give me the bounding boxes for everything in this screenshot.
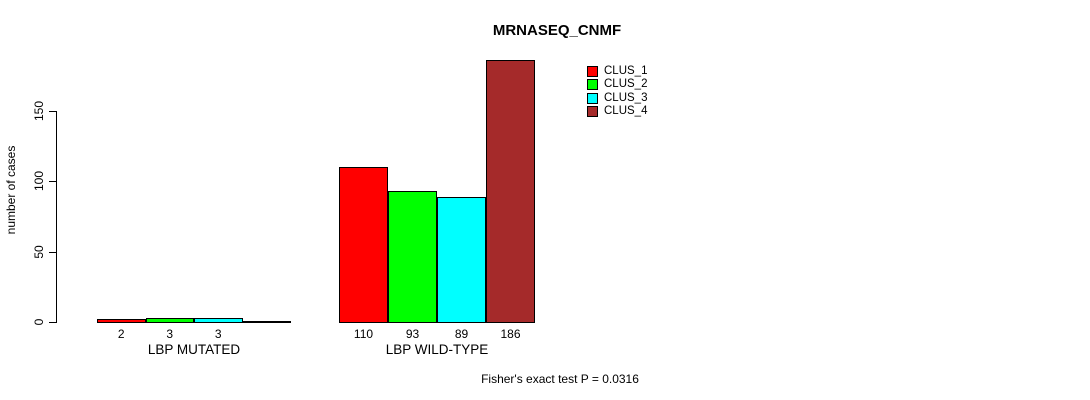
bar-value-label-clus-1-lbp-mutated: 2 [117, 327, 125, 341]
y-axis-label: number of cases [4, 145, 18, 235]
y-tick-mark [49, 110, 56, 112]
bar-value-label-clus-1-lbp-wild-type: 110 [353, 327, 374, 341]
y-tick-label: 50 [32, 244, 46, 259]
bar-clus-2-lbp-mutated [145, 318, 194, 323]
bar-clus-3-lbp-mutated [194, 318, 243, 323]
legend-label-clus-1: CLUS_1 [604, 65, 648, 77]
bar-value-label-clus-3-lbp-wild-type: 89 [454, 327, 469, 341]
legend-label-clus-3: CLUS_3 [604, 91, 648, 104]
x-axis-group-label-lbp-wild-type: LBP WILD-TYPE [385, 342, 489, 357]
legend-label-clus-2: CLUS_2 [604, 78, 648, 91]
legend-swatch-clus-3 [587, 92, 598, 104]
y-tick-label: 150 [32, 100, 46, 121]
fisher-test-annotation: Fisher's exact test P = 0.0316 [481, 372, 639, 386]
y-tick-mark [49, 181, 56, 182]
bar-value-label-clus-2-lbp-wild-type: 93 [405, 327, 420, 341]
y-axis-line [56, 110, 57, 323]
bar-clus-1-lbp-wild-type [339, 167, 388, 323]
y-tick-label: 100 [32, 170, 46, 192]
legend-swatch-clus-4 [587, 106, 598, 118]
bar-clus-3-lbp-wild-type [437, 197, 486, 323]
y-tick-mark [49, 251, 56, 253]
chart-title: MRNASEQ_CNMF [492, 22, 622, 39]
bar-clus-1-lbp-mutated [97, 319, 146, 323]
y-tick-label: 0 [32, 318, 46, 326]
x-axis-group-label-lbp-mutated: LBP MUTATED [147, 342, 241, 357]
bar-value-label-clus-4-lbp-wild-type: 186 [500, 327, 521, 341]
legend-swatch-clus-1 [587, 66, 598, 77]
legend-label-clus-4: CLUS_4 [604, 105, 648, 118]
legend-swatch-clus-2 [587, 79, 598, 91]
bar-value-label-clus-3-lbp-mutated: 3 [214, 327, 222, 341]
y-tick-mark [49, 322, 56, 323]
bar-clus-4-lbp-wild-type [486, 60, 535, 323]
bar-value-label-clus-2-lbp-mutated: 3 [166, 327, 174, 341]
bar-clus-4-lbp-mutated [242, 321, 291, 323]
bar-clus-2-lbp-wild-type [388, 191, 437, 323]
